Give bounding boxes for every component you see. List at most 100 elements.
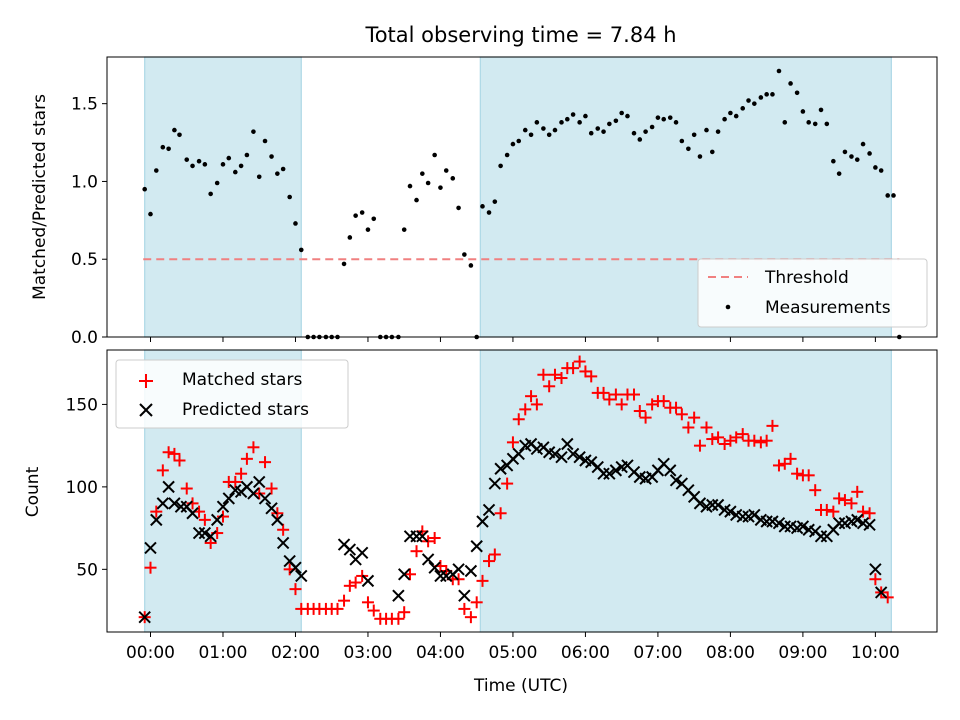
measurement-point [414,197,419,203]
measurement-point [208,191,213,197]
measurement-point [269,154,274,159]
measurement-point [842,149,848,155]
y-tick-label: 1.0 [71,172,98,192]
measurement-point [546,132,552,138]
shaded-band [144,56,302,338]
measurement-point [691,132,697,138]
matched-star-marker [615,398,628,411]
matched-star-marker [519,403,532,416]
predicted-star-marker [192,526,206,540]
matched-star-marker [476,574,489,587]
matched-star-marker [488,548,501,561]
predicted-star-marker [693,497,707,510]
measurement-point [776,68,782,74]
matched-star-marker [150,505,163,518]
measurement-point [275,171,280,176]
matched-star-marker [706,433,719,446]
measurement-point [733,113,739,119]
predicted-star-marker [174,500,188,513]
measurement-point [486,210,492,215]
measurement-point [214,180,220,186]
matched-star-marker [688,411,701,424]
predicted-star-marker [476,515,489,528]
matched-star-marker [204,536,217,549]
predicted-star-marker [603,467,616,480]
matched-star-marker [820,503,833,516]
matched-star-marker [657,395,670,408]
predicted-star-marker [566,447,580,461]
matched-star-marker [240,452,253,465]
measurement-point [715,129,721,134]
predicted-star-marker [832,516,846,530]
measurement-point [233,169,238,175]
matched-star-marker [398,606,411,619]
measurement-point [800,109,806,114]
measurement-point [764,92,769,97]
measurement-point [758,95,764,100]
y-tick-label: 150 [66,395,98,415]
matched-star-marker [555,372,568,385]
measurement-point [262,138,268,144]
measurement-point [407,183,413,189]
measurement-point [728,110,733,116]
predicted-star-marker [796,520,810,533]
measurement-point [177,132,182,138]
measurement-point [425,180,431,186]
legend-matched-label: Matched stars [182,370,302,390]
measurement-point [244,152,250,158]
matched-star-marker [156,464,169,477]
matched-star-marker [506,436,519,449]
predicted-star-marker [470,540,483,553]
measurement-point [782,120,788,125]
y-tick-label: 50 [76,560,98,580]
measurement-point [341,261,347,267]
measurement-point [849,154,854,159]
predicted-star-marker [295,569,308,583]
measurement-point [287,194,292,200]
matched-star-marker [180,482,193,495]
matched-star-marker [259,456,272,469]
measurement-point [256,174,262,180]
measurement-point [806,120,811,125]
measurement-point [667,115,673,120]
matched-star-marker [168,447,181,460]
measurement-point [824,121,830,127]
predicted-star-marker [512,447,525,461]
matched-star-marker [198,513,211,526]
measurement-point [443,168,449,173]
measurement-point [172,127,177,133]
matched-star-marker [802,469,815,482]
matched-star-marker [410,545,423,558]
measurement-point [190,163,195,169]
top-y-axis-label: Matched/Predicted stars [30,94,50,300]
measurement-point [432,152,437,158]
measurement-point [202,162,208,167]
bottom-y-axis-label: Count [23,466,43,517]
matched-star-marker [845,497,858,510]
measurement-point [516,138,522,144]
x-tick-label: 00:00 [126,643,175,663]
legend-predicted-label: Predicted stars [182,400,309,420]
bottom-x-ticks: 00:00 01:00 02:00 03:00 04:00 05:00 06:00 07:00… [126,632,900,663]
matched-star-marker [392,612,405,625]
predicted-star-marker [289,561,302,574]
predicted-star-marker [664,464,677,477]
measurement-point [740,106,746,111]
measurement-point [794,90,800,96]
matched-star-marker [772,459,785,472]
matched-star-marker [766,419,779,432]
measurement-point [492,199,498,204]
measurement-point [873,165,878,170]
predicted-star-marker [669,474,683,487]
x-tick-label: 02:00 [271,643,320,663]
measurement-point [570,112,576,117]
predicted-star-marker [464,564,478,578]
measurement-point [643,129,648,134]
matched-star-marker [609,388,622,401]
matched-star-marker [627,388,640,401]
matched-star-marker [748,434,761,447]
predicted-star-marker [416,530,429,543]
predicted-star-marker [210,513,224,527]
measurement-point [661,116,667,122]
measurement-point [601,129,606,134]
